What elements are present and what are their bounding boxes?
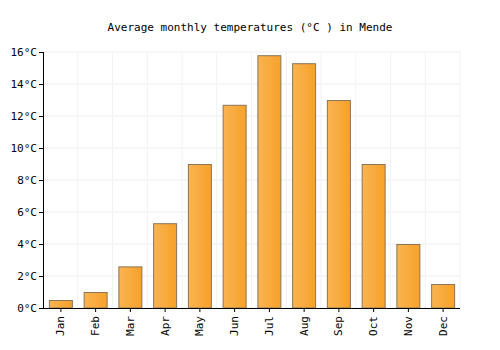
x-tick-label: Oct [367,316,380,336]
x-tick [130,308,131,312]
x-tick-label: Jul [263,316,276,336]
x-tick-label: Aug [298,316,311,336]
x-tick [338,308,339,312]
y-tick [39,116,43,117]
x-tick [199,308,200,312]
x-tick-label: Dec [437,316,450,336]
x-tick-label: Mar [124,316,137,336]
grid-line-vertical [251,52,252,308]
x-tick [408,308,409,312]
x-tick-label: Nov [402,316,415,336]
title: Average monthly temperatures (°C ) in Me… [108,21,393,34]
x-tick-label: May [193,316,206,336]
bar [84,293,107,309]
bar [397,245,420,309]
x-tick [95,308,96,312]
y-axis [43,52,44,308]
y-tick [39,244,43,245]
bar [432,285,455,309]
y-tick-label: 12°C [11,110,38,123]
x-tick [373,308,374,312]
grid-line-vertical [112,52,113,308]
grid-line-vertical [321,52,322,308]
x-tick-label: Jan [54,316,67,336]
bar [327,101,350,309]
grid-line-vertical [182,52,183,308]
x-tick-label: Jun [228,316,241,336]
grid-line-vertical [425,52,426,308]
y-tick-label: 4°C [17,238,37,251]
x-tick [165,308,166,312]
y-tick-label: 8°C [17,174,37,187]
bar [49,301,72,309]
y-tick-label: 10°C [11,142,38,155]
y-tick-label: 2°C [17,270,37,283]
x-tick [443,308,444,312]
bar [258,56,281,308]
x-tick-label: Feb [89,316,102,336]
y-tick [39,52,43,53]
bar [119,267,142,308]
x-tick [269,308,270,312]
x-tick-label: Apr [159,316,172,336]
bar [223,105,246,308]
y-tick [39,276,43,277]
y-tick-label: 6°C [17,206,37,219]
chart: Average monthly temperatures (°C ) in Me… [0,0,500,350]
x-tick [60,308,61,312]
grid-line-vertical [390,52,391,308]
grid-line-vertical [286,52,287,308]
bar [362,165,385,309]
y-tick-label: 0°C [17,302,37,315]
y-tick [39,84,43,85]
x-tick-label: Sep [332,316,345,336]
x-tick [304,308,305,312]
bar [154,224,177,308]
grid-line-vertical [147,52,148,308]
y-tick-label: 16°C [11,46,38,59]
x-tick [234,308,235,312]
grid-line-vertical [216,52,217,308]
y-tick [39,212,43,213]
y-tick [39,308,43,309]
grid-line-vertical [77,52,78,308]
x-axis [43,308,460,309]
grid-line-vertical [460,52,461,308]
y-tick-label: 14°C [11,78,38,91]
grid-line-vertical [355,52,356,308]
y-tick [39,148,43,149]
bar [293,64,316,308]
y-tick [39,180,43,181]
bar [188,165,211,309]
